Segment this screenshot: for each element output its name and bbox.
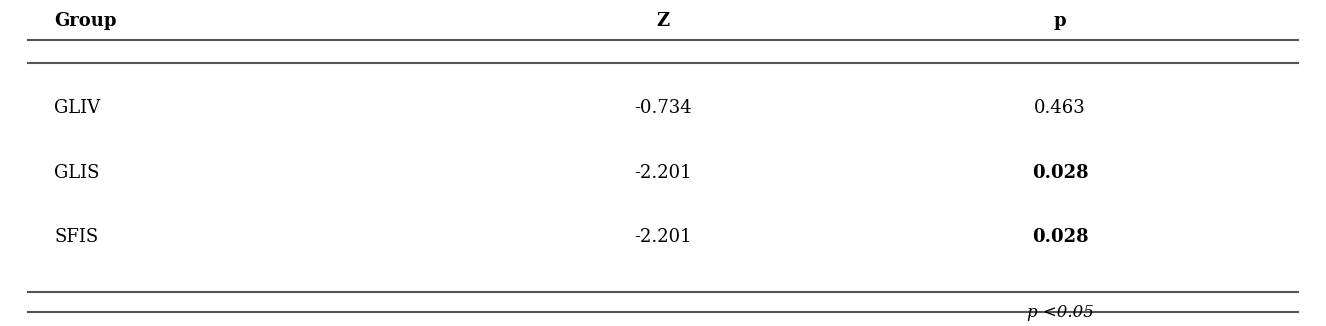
Text: 0.028: 0.028 (1032, 228, 1089, 246)
Text: GLIS: GLIS (54, 164, 99, 182)
Text: -2.201: -2.201 (634, 164, 692, 182)
Text: Group: Group (54, 12, 117, 30)
Text: -2.201: -2.201 (634, 228, 692, 246)
Text: 0.463: 0.463 (1034, 99, 1086, 117)
Text: 0.028: 0.028 (1032, 164, 1089, 182)
Text: SFIS: SFIS (54, 228, 98, 246)
Text: p: p (1054, 12, 1066, 30)
Text: -0.734: -0.734 (634, 99, 692, 117)
Text: GLIV: GLIV (54, 99, 101, 117)
Text: p <0.05: p <0.05 (1026, 304, 1094, 321)
Text: Z: Z (656, 12, 670, 30)
